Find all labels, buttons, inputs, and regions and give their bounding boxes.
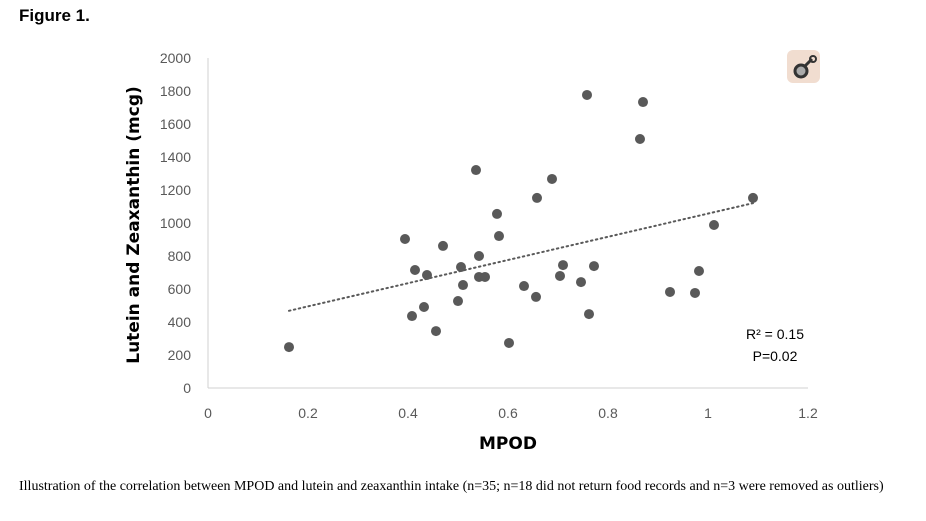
y-tick-label: 1000 — [160, 215, 191, 231]
data-point — [709, 219, 719, 230]
data-point — [504, 337, 514, 348]
y-tick-label: 800 — [168, 248, 192, 264]
x-tick-label: 0 — [204, 405, 212, 421]
data-point — [558, 260, 568, 271]
data-point — [419, 301, 429, 312]
data-point — [431, 326, 441, 337]
y-tick-label: 2000 — [160, 50, 191, 66]
figure-caption: Illustration of the correlation between … — [19, 479, 884, 494]
data-point — [584, 309, 594, 320]
data-point — [519, 281, 529, 292]
x-tick-label: 0.8 — [598, 405, 618, 421]
data-point — [438, 240, 448, 251]
data-point — [694, 266, 704, 277]
y-tick-label: 1600 — [160, 116, 191, 132]
data-point — [480, 271, 490, 282]
x-tick-label: 1 — [704, 405, 712, 421]
y-tick-label: 200 — [168, 347, 192, 363]
magnifier-icon[interactable] — [787, 50, 820, 83]
data-point — [471, 165, 481, 176]
y-tick-label: 400 — [168, 314, 192, 330]
x-tick-label: 0.2 — [298, 405, 318, 421]
x-axis-label: MPOD — [479, 434, 537, 454]
data-point — [532, 192, 542, 203]
data-point — [407, 311, 417, 322]
data-point — [576, 277, 586, 288]
p-value-annotation: P=0.02 — [753, 348, 798, 364]
data-point — [494, 231, 504, 242]
scatter-chart: 0 200 400 600 800 1000 1200 1400 1600 1800 2000 0 0… — [124, 50, 820, 454]
y-tick-label: 1200 — [160, 182, 191, 198]
data-point — [555, 270, 565, 281]
x-tick-label: 0.6 — [498, 405, 518, 421]
data-point — [531, 291, 541, 302]
y-tick-label: 1400 — [160, 149, 191, 165]
data-point — [638, 97, 648, 108]
data-point — [453, 296, 463, 307]
data-point — [458, 280, 468, 291]
data-point — [582, 89, 592, 100]
data-point — [748, 192, 758, 203]
data-point — [284, 342, 294, 353]
y-tick-label: 600 — [168, 281, 192, 297]
data-point — [589, 261, 599, 272]
data-point — [410, 265, 420, 276]
data-point — [635, 134, 645, 145]
y-tick-label: 1800 — [160, 83, 191, 99]
y-tick-label: 0 — [183, 380, 191, 396]
r-squared-annotation: R² = 0.15 — [746, 326, 804, 342]
x-tick-label: 1.2 — [798, 405, 818, 421]
y-axis-label: Lutein and Zeaxanthin (mcg) — [124, 86, 144, 364]
data-point — [492, 208, 502, 219]
data-point — [456, 262, 466, 273]
data-point — [422, 269, 432, 280]
data-point — [474, 251, 484, 261]
trendline — [288, 202, 754, 312]
data-point — [665, 286, 675, 297]
x-tick-label: 0.4 — [398, 405, 418, 421]
data-point — [547, 173, 557, 184]
figure-title: Figure 1. — [19, 6, 90, 25]
data-point — [400, 234, 410, 245]
data-point — [690, 287, 700, 298]
